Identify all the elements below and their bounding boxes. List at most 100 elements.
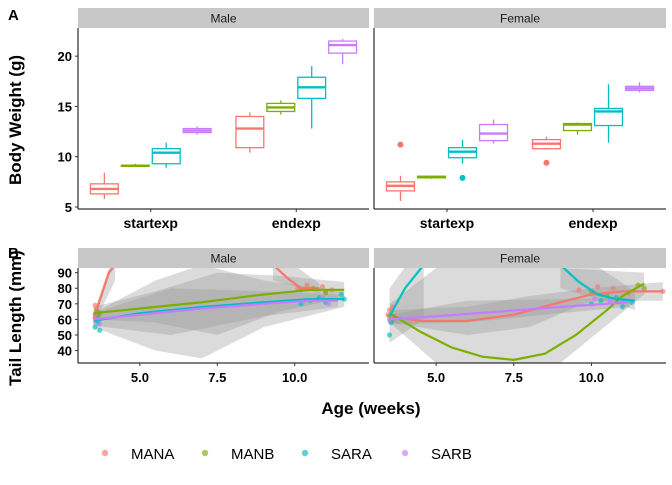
box-body	[151, 148, 181, 165]
outlier-point	[543, 159, 550, 166]
y-tick-label: 70	[58, 297, 72, 312]
legend-label-mana: MANA	[131, 446, 174, 463]
box-sarb-endexp	[328, 39, 358, 65]
box-mana-endexp	[235, 112, 265, 153]
y-tick-label: 40	[58, 344, 72, 359]
panel-b-facet-female: Female 5.0 7.5 10.0	[373, 248, 666, 385]
x-tick-label: 5.0	[427, 370, 445, 385]
box-sara-startexp	[151, 142, 181, 168]
outlier-point	[397, 141, 404, 148]
point-mana	[576, 287, 582, 293]
box-sarb-startexp	[478, 119, 509, 144]
plot-area	[374, 268, 666, 363]
point-manb	[323, 290, 329, 296]
point-mana	[304, 282, 310, 288]
x-tick-label-startexp: startexp	[124, 215, 178, 231]
point-mana	[610, 285, 616, 291]
y-tick-label: 60	[58, 312, 72, 327]
facet-strip	[78, 248, 369, 268]
point-sara	[338, 291, 344, 298]
fit-line-sara	[388, 268, 423, 317]
legend: MANA MANB SARA SARB	[101, 446, 472, 463]
point-sarb	[97, 321, 103, 327]
outlier-point	[459, 174, 466, 181]
x-tick-label-endexp: endexp	[272, 215, 321, 231]
y-axis-label-body-weight: Body Weight (g)	[6, 55, 25, 185]
confidence-band-sara	[93, 268, 345, 359]
box-sara-endexp	[593, 84, 624, 143]
legend-label-manb: MANB	[231, 446, 274, 463]
y-tick-label: 10	[58, 150, 72, 165]
fit-line-sarb	[389, 301, 629, 321]
x-tick-label-startexp: startexp	[420, 215, 474, 231]
x-tick-label: 10.0	[579, 370, 604, 385]
facet-strip	[78, 8, 369, 28]
point-sara	[92, 324, 98, 330]
box-manb-endexp	[562, 122, 593, 135]
box-sarb-startexp	[182, 126, 212, 135]
facet-strip-label: Female	[500, 252, 540, 266]
fit-line-mana	[274, 268, 320, 290]
fit-lines	[388, 268, 663, 361]
facet-strip-label: Female	[500, 12, 540, 26]
point-sarb	[607, 298, 613, 304]
legend-key-mana	[101, 449, 109, 457]
facet-strip-label: Male	[210, 12, 236, 26]
y-tick-label: 90	[58, 266, 72, 281]
box-body	[593, 107, 624, 127]
point-mana	[660, 288, 666, 294]
point-mana	[92, 302, 98, 308]
y-tick-label: 80	[58, 281, 72, 296]
facet-strip	[374, 248, 666, 268]
plot-area	[78, 28, 369, 209]
box-body	[328, 40, 358, 54]
legend-item-sarb: SARB	[401, 446, 472, 463]
confidence-band-manb	[93, 272, 345, 335]
box-sara-startexp	[447, 139, 478, 181]
point-sarb	[326, 301, 332, 307]
x-tick-label: 10.0	[282, 370, 307, 385]
point-sara	[598, 298, 604, 304]
box-manb-startexp	[416, 175, 447, 179]
fit-line-sara	[562, 268, 636, 302]
y-tick-label: 5	[65, 200, 72, 215]
fit-lines	[92, 268, 345, 323]
confidence-band-sara	[389, 268, 424, 343]
confidence-band-sarb	[93, 288, 339, 335]
panel-a-facet-male: Male 5 10 15 20 startexp endexp	[58, 8, 369, 231]
point-sara	[386, 332, 393, 338]
y-tick-label: 15	[58, 99, 72, 114]
facet-strip-label: Male	[210, 252, 236, 266]
legend-label-sara: SARA	[331, 446, 372, 463]
legend-item-manb: MANB	[201, 446, 274, 463]
legend-label-sarb: SARB	[431, 446, 472, 463]
x-tick-label: 5.0	[131, 370, 149, 385]
point-sara	[619, 304, 626, 310]
facet-strip	[374, 8, 666, 28]
legend-key-manb	[201, 449, 209, 457]
legend-item-sara: SARA	[301, 446, 372, 463]
panel-a-facet-female: Female startexp endexp	[373, 8, 666, 231]
box-sara-endexp	[297, 66, 327, 129]
point-mana	[595, 284, 601, 290]
x-axis-label-age: Age (weeks)	[321, 399, 420, 418]
fit-line-sarb	[93, 299, 339, 321]
legend-key-sara	[301, 449, 309, 457]
confidence-bands	[93, 268, 345, 359]
panel-tag-a: A	[8, 7, 19, 24]
box-body	[235, 115, 265, 149]
point-manb	[641, 285, 647, 291]
y-tick-label: 50	[58, 328, 72, 343]
box-mana-startexp	[89, 172, 119, 199]
point-sara	[97, 327, 103, 333]
x-tick-label: 7.5	[208, 370, 226, 385]
fit-line-manb	[93, 288, 345, 315]
legend-key-sarb	[401, 449, 409, 457]
point-sarb	[591, 296, 598, 302]
x-tick-label: 7.5	[505, 370, 523, 385]
box-mana-startexp	[385, 141, 416, 201]
box-manb-startexp	[120, 163, 150, 167]
point-mana	[319, 284, 326, 290]
